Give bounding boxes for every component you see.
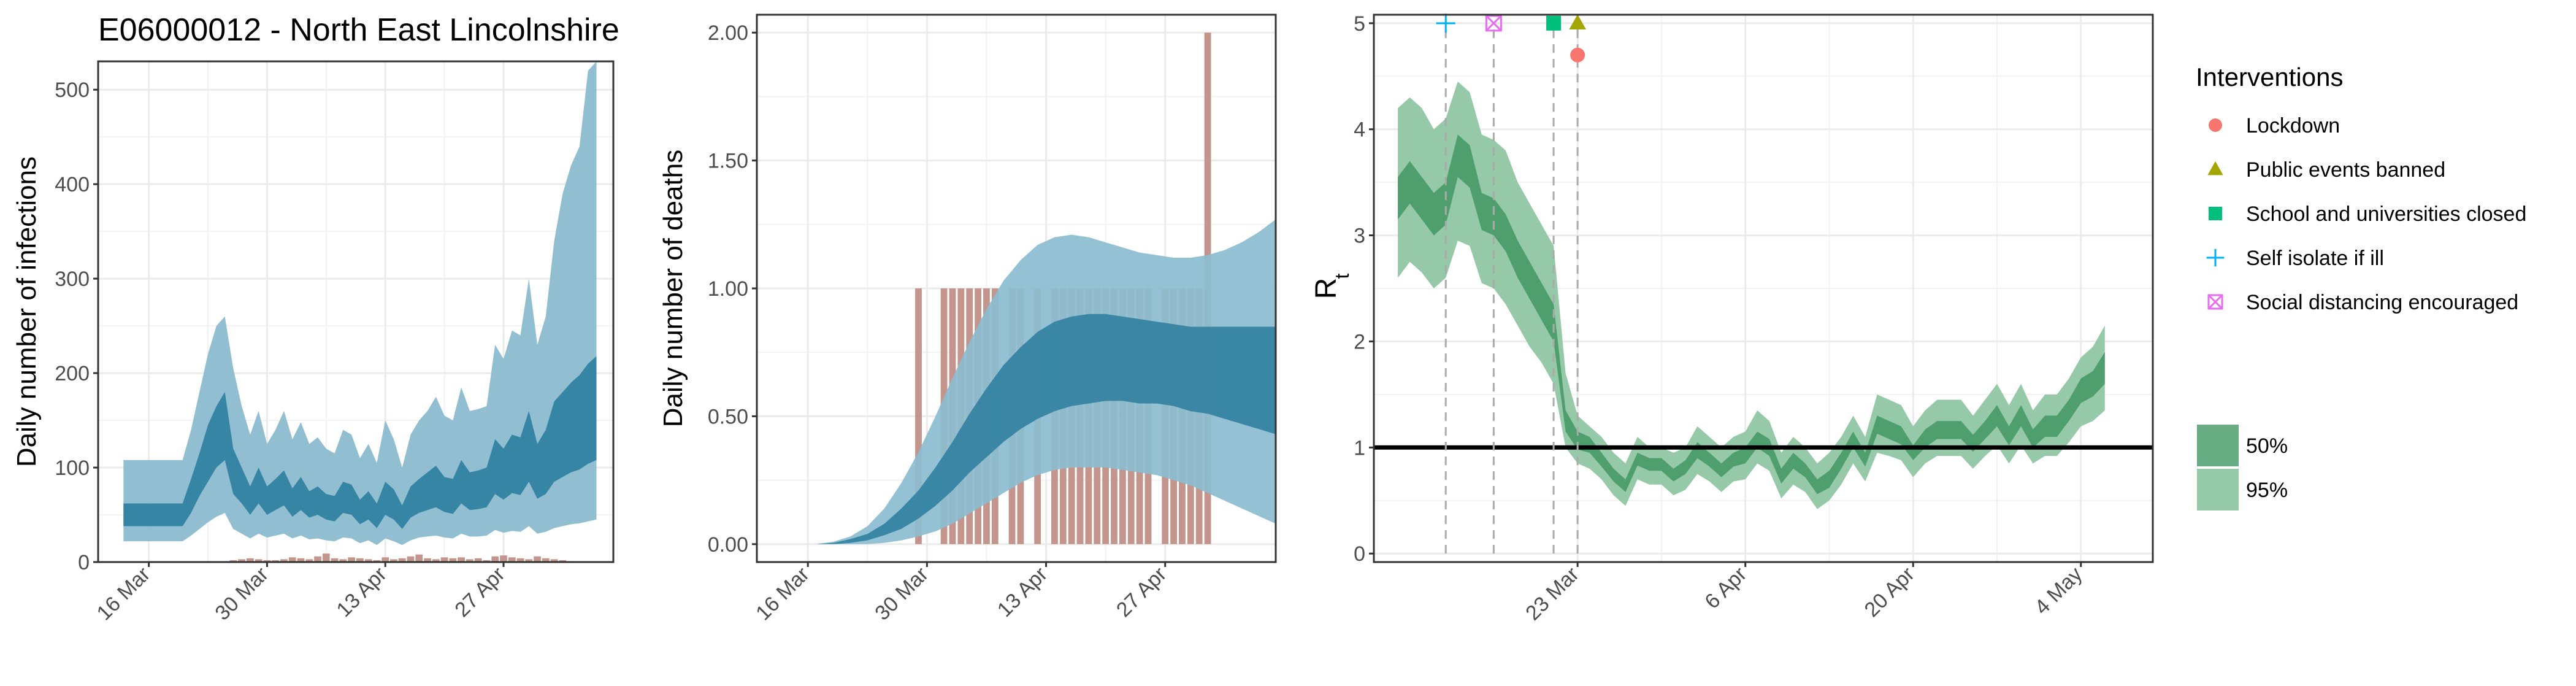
case-bar [449, 558, 457, 562]
rt-ylabel-sub: t [1331, 273, 1353, 279]
legend-item-label: School and universities closed [2246, 202, 2526, 226]
case-bar [238, 559, 245, 562]
infections-ytick-label: 0 [78, 551, 90, 574]
case-bar [466, 559, 473, 562]
case-bar [247, 558, 254, 562]
legend-key-marker [2207, 294, 2223, 310]
case-bar [381, 557, 389, 562]
legend-item-label: Social distancing encouraged [2246, 291, 2518, 314]
legend: Interventions Lockdown Public events banne… [2196, 63, 2526, 511]
case-bar [534, 556, 541, 562]
case-bar [432, 559, 440, 562]
legend-key-marker [2207, 161, 2223, 175]
case-bar [356, 558, 364, 562]
intervention-marker [1546, 15, 1562, 31]
rt-ytick-label: 1 [1354, 436, 1365, 460]
deaths-ytick-label: 2.00 [708, 21, 748, 45]
case-bar [288, 557, 296, 562]
intervention-marker [1485, 15, 1502, 31]
case-bar [348, 557, 355, 562]
case-bar [314, 556, 321, 562]
case-bar [255, 559, 263, 562]
case-bar [440, 557, 448, 562]
intervention-marker [1485, 15, 1502, 32]
case-bar [373, 560, 381, 562]
infections-ytick-label: 100 [55, 457, 90, 480]
case-bar [305, 559, 313, 562]
case-bar [559, 560, 567, 562]
case-bar [508, 557, 516, 562]
infections-ci50-band [123, 356, 597, 530]
infections-ci95-band [123, 61, 597, 545]
legend-item-label: Public events banned [2246, 158, 2445, 182]
case-bar [280, 559, 288, 562]
legend-key-marker [2209, 118, 2222, 132]
case-bar [364, 559, 372, 562]
legend-band-label: 50% [2246, 434, 2288, 458]
case-bar [542, 558, 550, 562]
case-bar [272, 560, 280, 562]
case-bar [390, 559, 397, 562]
case-bar [525, 559, 533, 562]
legend-key-marker [2209, 207, 2222, 220]
rt-ylabel: R [1310, 278, 1343, 299]
infections-ytick-label: 400 [55, 173, 90, 196]
case-bar [398, 558, 406, 562]
rt-panel-border [1373, 13, 2154, 563]
legend-item-label: Lockdown [2246, 114, 2340, 137]
death-bar [915, 288, 922, 544]
rt-ytick-label: 4 [1354, 118, 1365, 142]
case-bar [474, 558, 482, 562]
deaths-ytick-label: 0.50 [708, 405, 748, 428]
deaths-ylabel: Daily number of deaths [658, 150, 688, 427]
case-bar [424, 558, 431, 562]
intervention-marker [1569, 14, 1586, 30]
region-title: E06000012 - North East Lincolnshire [98, 12, 619, 48]
legend-band-label: 95% [2246, 479, 2288, 502]
case-bar [500, 555, 507, 562]
case-bar [339, 559, 347, 562]
case-bar [331, 558, 339, 562]
case-bar [297, 558, 305, 562]
rt-ci50-band [1398, 134, 2105, 495]
case-bar [550, 559, 558, 562]
case-bar [229, 560, 237, 562]
intervention-marker [1570, 47, 1585, 63]
infections-ylabel: Daily number of infections [12, 156, 42, 467]
deaths-ytick-label: 1.00 [708, 277, 748, 301]
rt-ytick-label: 3 [1354, 225, 1365, 248]
legend-key-marker [2207, 294, 2223, 310]
legend-title: Interventions [2196, 63, 2343, 91]
infections-ytick-label: 500 [55, 79, 90, 102]
case-bar [458, 557, 465, 562]
case-bar [415, 554, 423, 562]
case-bar [491, 556, 499, 562]
case-bar [263, 560, 271, 562]
infections-ytick-label: 200 [55, 362, 90, 385]
case-bar [322, 553, 330, 562]
infections-panel-border [97, 60, 615, 563]
case-bar [407, 556, 415, 562]
case-bar [483, 560, 491, 562]
infections-ytick-label: 300 [55, 268, 90, 291]
case-bar [516, 558, 524, 562]
deaths-ci50-band [816, 314, 1276, 544]
deaths-ytick-label: 1.50 [708, 150, 748, 173]
rt-ytick-label: 5 [1354, 12, 1365, 36]
deaths-ytick-label: 0.00 [708, 533, 748, 557]
legend-item-label: Self isolate if ill [2246, 247, 2384, 270]
rt-ytick-label: 2 [1354, 330, 1365, 353]
legend-band-key [2197, 425, 2239, 466]
legend-band-key [2197, 469, 2239, 511]
rt-ytick-label: 0 [1354, 542, 1365, 566]
